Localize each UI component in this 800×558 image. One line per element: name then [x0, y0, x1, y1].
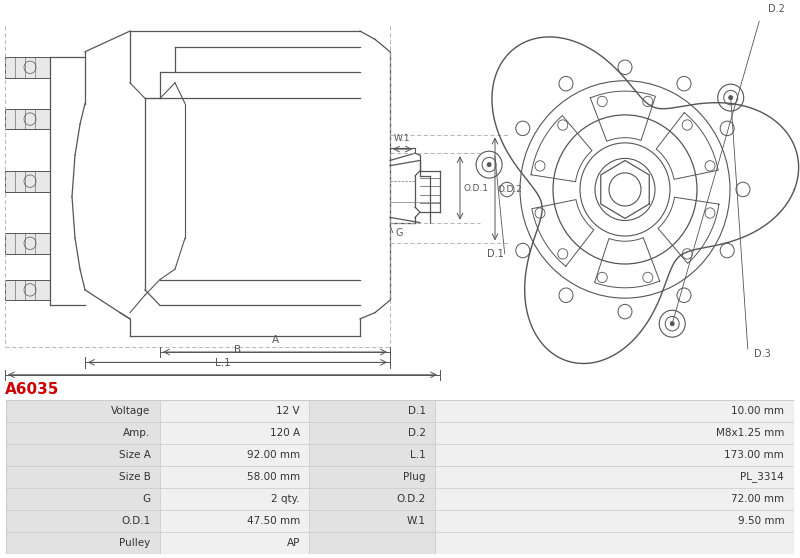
Bar	[435, 444, 794, 466]
Text: O.D.1: O.D.1	[463, 184, 488, 193]
Bar	[310, 532, 435, 554]
Text: W.1: W.1	[394, 134, 410, 143]
Text: D.1: D.1	[408, 406, 426, 416]
Bar	[5, 109, 50, 129]
Text: 120 A: 120 A	[270, 428, 300, 438]
Circle shape	[670, 321, 674, 326]
Text: Plug: Plug	[403, 472, 426, 482]
Bar	[160, 466, 310, 488]
Bar	[160, 509, 310, 532]
Text: G: G	[395, 228, 402, 238]
Text: Voltage: Voltage	[111, 406, 150, 416]
Text: O.D.2: O.D.2	[498, 185, 523, 194]
Text: D.2: D.2	[408, 428, 426, 438]
Text: 47.50 mm: 47.50 mm	[246, 516, 300, 526]
Bar	[6, 444, 160, 466]
Text: W.1: W.1	[407, 516, 426, 526]
Bar	[5, 171, 50, 191]
Bar	[310, 466, 435, 488]
Bar	[160, 532, 310, 554]
Bar	[6, 488, 160, 509]
Bar	[6, 466, 160, 488]
Bar	[6, 509, 160, 532]
Bar	[160, 444, 310, 466]
Circle shape	[487, 162, 491, 167]
Text: G: G	[142, 494, 150, 504]
Bar	[435, 532, 794, 554]
Text: M8x1.25 mm: M8x1.25 mm	[716, 428, 784, 438]
Text: Size B: Size B	[118, 472, 150, 482]
Text: O.D.2: O.D.2	[397, 494, 426, 504]
Text: 12 V: 12 V	[277, 406, 300, 416]
Text: Pulley: Pulley	[119, 537, 150, 547]
Text: A: A	[271, 335, 278, 345]
Text: 10.00 mm: 10.00 mm	[731, 406, 784, 416]
Text: 2 qty.: 2 qty.	[271, 494, 300, 504]
Text: L.1: L.1	[214, 358, 230, 368]
Bar	[5, 280, 50, 300]
Circle shape	[729, 95, 733, 100]
Bar	[435, 509, 794, 532]
Text: O.D.1: O.D.1	[122, 516, 150, 526]
Bar	[435, 488, 794, 509]
Text: A6035: A6035	[5, 382, 59, 397]
Text: 9.50 mm: 9.50 mm	[738, 516, 784, 526]
Bar	[310, 422, 435, 444]
Bar	[160, 400, 310, 422]
Text: Size A: Size A	[118, 450, 150, 460]
Text: PL_3314: PL_3314	[741, 472, 784, 482]
Text: 58.00 mm: 58.00 mm	[247, 472, 300, 482]
Text: Amp.: Amp.	[123, 428, 150, 438]
Text: B: B	[234, 345, 241, 355]
Bar	[310, 509, 435, 532]
Text: 173.00 mm: 173.00 mm	[725, 450, 784, 460]
Bar	[435, 422, 794, 444]
Bar	[5, 57, 50, 78]
Text: AP: AP	[286, 537, 300, 547]
Text: D.1: D.1	[487, 249, 504, 259]
Bar	[310, 488, 435, 509]
Bar	[435, 400, 794, 422]
Bar	[5, 233, 50, 254]
Bar	[6, 422, 160, 444]
Bar	[435, 466, 794, 488]
Bar	[310, 400, 435, 422]
Bar	[310, 444, 435, 466]
Bar	[6, 400, 160, 422]
Bar	[6, 532, 160, 554]
Text: D.3: D.3	[754, 349, 770, 359]
Text: 92.00 mm: 92.00 mm	[247, 450, 300, 460]
Bar	[160, 422, 310, 444]
Text: 72.00 mm: 72.00 mm	[731, 494, 784, 504]
Bar	[160, 488, 310, 509]
Text: L.1: L.1	[410, 450, 426, 460]
Text: D.2: D.2	[768, 4, 785, 15]
